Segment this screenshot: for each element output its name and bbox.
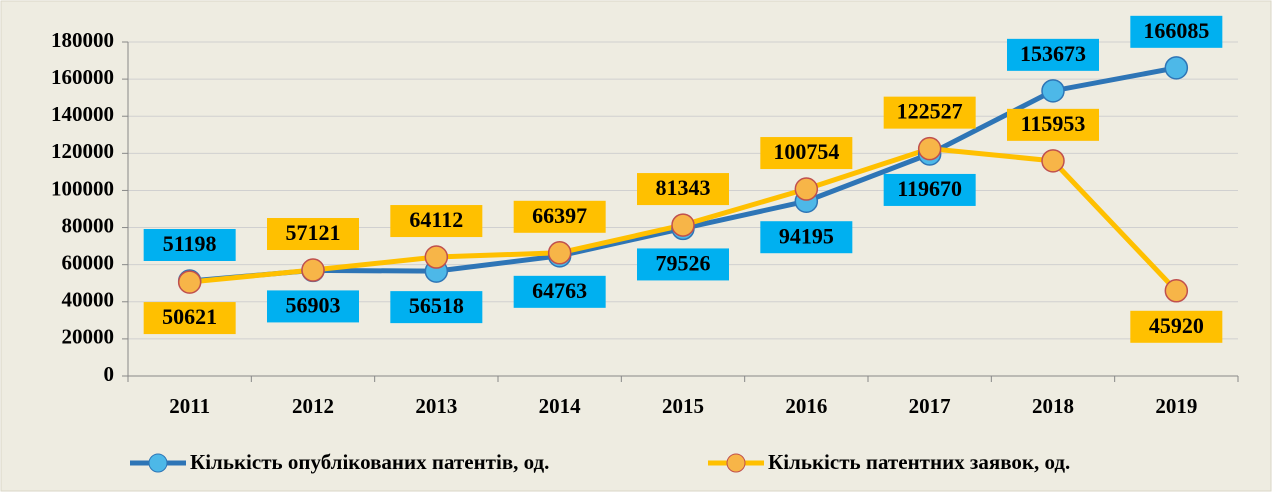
data-label: 79526 xyxy=(656,250,711,275)
data-label-box xyxy=(267,290,359,323)
data-label-box xyxy=(1130,310,1223,343)
y-tick-label: 100000 xyxy=(51,176,114,200)
data-label-box xyxy=(390,291,483,324)
marker xyxy=(1041,79,1065,103)
data-label: 153673 xyxy=(1020,41,1086,66)
data-label-box xyxy=(513,275,606,308)
data-label: 45920 xyxy=(1149,313,1204,338)
y-tick-label: 160000 xyxy=(51,65,114,89)
data-label: 57121 xyxy=(286,220,341,245)
data-label: 51198 xyxy=(163,231,217,256)
x-tick-label: 2016 xyxy=(785,394,827,418)
x-tick-label: 2014 xyxy=(539,394,582,418)
legend-label: Кількість опублікованих патентів, од. xyxy=(190,450,549,474)
data-label: 119670 xyxy=(897,176,962,201)
marker xyxy=(424,245,449,269)
x-tick-label: 2017 xyxy=(909,394,951,418)
marker xyxy=(671,213,695,237)
x-tick-label: 2012 xyxy=(292,394,334,418)
marker xyxy=(301,258,325,282)
data-label: 94195 xyxy=(779,223,834,248)
x-tick-label: 2018 xyxy=(1032,394,1074,418)
data-label-box xyxy=(637,173,729,206)
data-label-box xyxy=(883,173,976,206)
data-label-box xyxy=(760,137,853,170)
data-label: 122527 xyxy=(897,99,963,124)
y-tick-label: 120000 xyxy=(51,139,114,163)
y-tick-label: 140000 xyxy=(51,102,114,126)
y-tick-label: 20000 xyxy=(62,325,115,349)
marker xyxy=(177,270,202,294)
y-tick-label: 40000 xyxy=(62,288,115,312)
data-label-box xyxy=(143,228,236,261)
data-label-box xyxy=(760,221,853,254)
data-label-box xyxy=(143,302,236,335)
data-label: 64763 xyxy=(532,278,587,303)
marker xyxy=(794,177,819,201)
marker xyxy=(1041,149,1065,173)
legend-marker xyxy=(148,453,168,473)
y-tick-label: 0 xyxy=(104,362,115,386)
y-tick-label: 180000 xyxy=(51,28,114,52)
data-label-box xyxy=(267,218,359,251)
data-label-box xyxy=(1007,38,1099,71)
x-tick-label: 2013 xyxy=(415,394,457,418)
data-label: 50621 xyxy=(162,304,217,329)
data-label: 56903 xyxy=(286,292,341,317)
data-label-box xyxy=(1007,108,1099,141)
y-tick-label: 60000 xyxy=(62,250,115,274)
marker xyxy=(547,241,572,265)
x-tick-label: 2019 xyxy=(1155,394,1197,418)
data-label: 66397 xyxy=(532,203,587,228)
data-label-box xyxy=(513,200,606,233)
data-label: 56518 xyxy=(409,293,464,318)
data-label-box xyxy=(883,96,976,129)
data-label: 166085 xyxy=(1143,18,1209,43)
marker xyxy=(1164,279,1189,303)
legend-label: Кількість патентних заявок, од. xyxy=(768,450,1070,474)
data-label: 115953 xyxy=(1021,111,1086,136)
legend-marker xyxy=(726,453,746,473)
y-tick-label: 80000 xyxy=(62,213,115,237)
data-label: 81343 xyxy=(656,175,711,200)
data-label: 64112 xyxy=(409,207,463,232)
x-tick-label: 2011 xyxy=(169,394,210,418)
marker xyxy=(1164,56,1189,80)
data-label: 100754 xyxy=(773,139,839,164)
data-label-box xyxy=(1130,15,1223,48)
marker xyxy=(917,136,942,161)
x-tick-label: 2015 xyxy=(662,394,704,418)
data-label-box xyxy=(390,205,483,238)
data-label-box xyxy=(637,248,729,281)
